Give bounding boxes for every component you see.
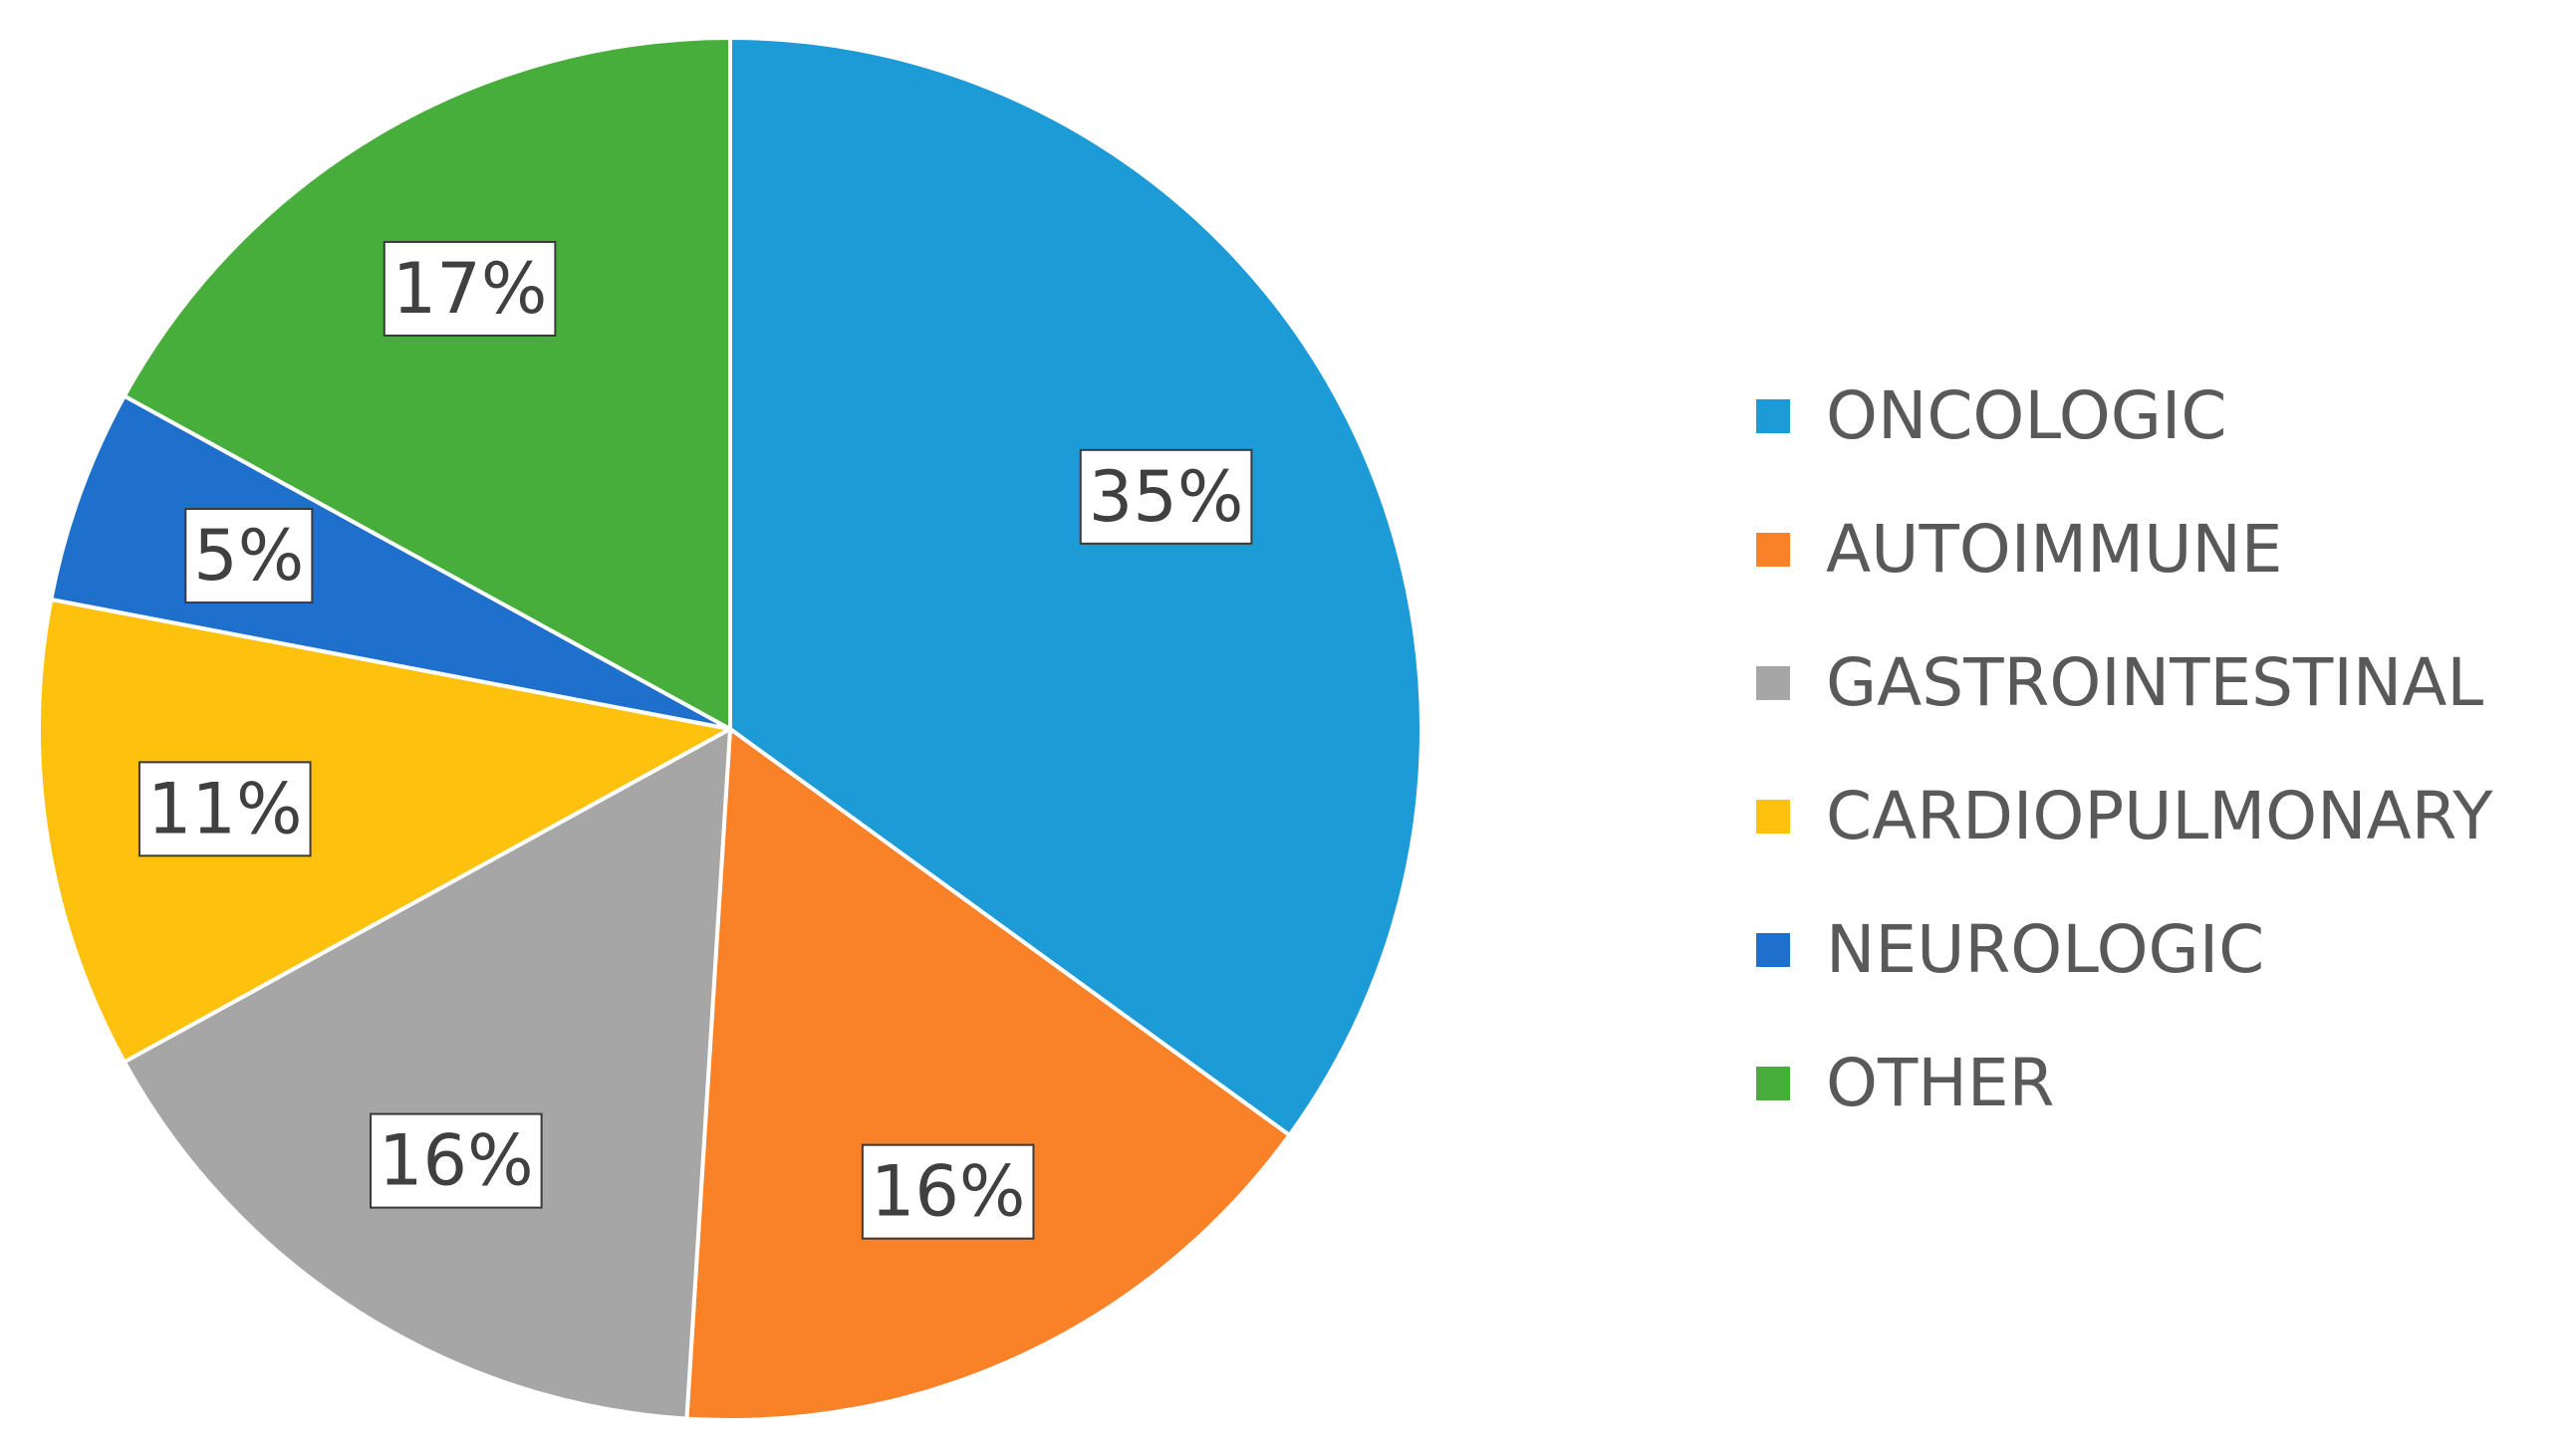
legend-label: OTHER [1826, 1045, 2055, 1121]
data-label-text: 17% [392, 248, 548, 330]
legend-item-neurologic: NEUROLOGIC [1756, 895, 2264, 1005]
legend-label: CARDIOPULMONARY [1826, 778, 2493, 854]
data-label-box [1079, 448, 1253, 545]
legend-label: NEUROLOGIC [1826, 911, 2265, 988]
data-label-text: 11% [147, 768, 303, 849]
legend-item-gastrointestinal: GASTROINTESTINAL [1756, 628, 2483, 738]
data-label-box [184, 508, 314, 604]
pie-slice-neurologic [49, 393, 732, 731]
data-label-gastrointestinal: 16% [370, 1112, 543, 1209]
legend-swatch [1756, 800, 1790, 834]
data-label-text: 16% [379, 1120, 534, 1202]
legend-item-cardiopulmonary: CARDIOPULMONARY [1756, 762, 2493, 871]
data-label-box [370, 1112, 543, 1209]
legend-item-oncologic: ONCOLOGIC [1756, 361, 2226, 471]
data-label-box [137, 761, 312, 857]
legend-label: ONCOLOGIC [1826, 377, 2227, 454]
legend-swatch [1756, 666, 1790, 700]
chart-legend: ONCOLOGIC AUTOIMMUNE GASTROINTESTINAL CARDI… [1756, 361, 2573, 1158]
legend-swatch [1756, 933, 1790, 967]
data-label-oncologic: 35% [1079, 448, 1253, 545]
pie-slice-oncologic [728, 36, 1423, 1137]
pie-slices [36, 36, 1423, 1422]
data-label-text: 16% [871, 1151, 1026, 1233]
legend-swatch [1756, 399, 1790, 433]
pie-slice-other [122, 36, 732, 731]
data-label-cardiopulmonary: 11% [137, 761, 312, 857]
legend-label: AUTOIMMUNE [1826, 511, 2283, 588]
legend-swatch [1756, 1067, 1790, 1100]
data-label-text: 5% [193, 515, 304, 597]
data-label-box [861, 1143, 1035, 1240]
legend-item-autoimmune: AUTOIMMUNE [1756, 495, 2282, 604]
data-label-autoimmune: 16% [861, 1143, 1035, 1240]
data-label-box [383, 240, 557, 337]
pie-data-labels: 35% 16% 16% 11% 5% 17% [137, 240, 1253, 1240]
legend-swatch [1756, 533, 1790, 567]
legend-label: GASTROINTESTINAL [1826, 644, 2484, 721]
data-label-other: 17% [383, 240, 557, 337]
data-label-neurologic: 5% [184, 508, 314, 604]
pie-slice-gastrointestinal [122, 727, 732, 1421]
pie-slice-cardiopulmonary [36, 597, 732, 1065]
data-label-text: 35% [1089, 456, 1244, 538]
pie-slice-autoimmune [684, 727, 1292, 1422]
legend-item-other: OTHER [1756, 1029, 2054, 1138]
